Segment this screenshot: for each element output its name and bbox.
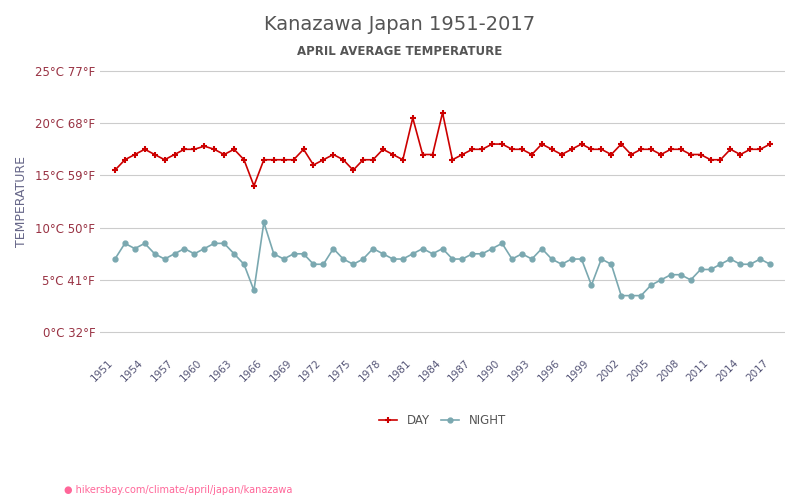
NIGHT [190,251,199,257]
DAY [626,152,636,158]
DAY [726,146,735,152]
Line: DAY: DAY [111,109,774,190]
NIGHT [626,292,636,298]
Text: Kanazawa Japan 1951-2017: Kanazawa Japan 1951-2017 [265,15,535,34]
NIGHT [726,256,735,262]
DAY [110,167,120,173]
DAY [438,110,447,116]
Line: NIGHT: NIGHT [113,220,773,298]
DAY [418,152,427,158]
DAY [766,141,775,147]
DAY [249,183,258,189]
Legend: DAY, NIGHT: DAY, NIGHT [374,410,510,432]
NIGHT [766,262,775,268]
Y-axis label: TEMPERATURE: TEMPERATURE [15,156,28,247]
DAY [160,156,170,162]
NIGHT [160,256,170,262]
NIGHT [259,220,269,226]
NIGHT [617,292,626,298]
NIGHT [388,256,398,262]
NIGHT [418,246,427,252]
NIGHT [110,256,120,262]
Text: APRIL AVERAGE TEMPERATURE: APRIL AVERAGE TEMPERATURE [298,45,502,58]
DAY [190,146,199,152]
Text: ● hikersbay.com/climate/april/japan/kanazawa: ● hikersbay.com/climate/april/japan/kana… [64,485,292,495]
DAY [388,152,398,158]
